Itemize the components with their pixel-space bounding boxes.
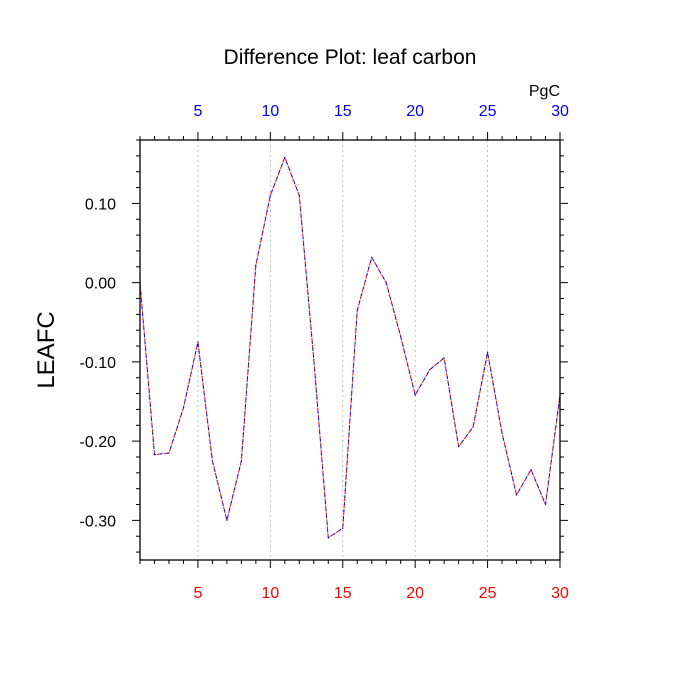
x-tick-label-top: 5: [193, 103, 202, 120]
y-tick-label: 0.00: [85, 276, 116, 293]
vertical-gridlines: [197, 140, 561, 560]
data-point: [501, 432, 503, 434]
data-point: [429, 369, 431, 371]
data-point: [284, 156, 286, 159]
data-point: [226, 519, 228, 521]
plot-frame: [139, 139, 561, 561]
series-line-group: [139, 156, 561, 539]
data-point: [313, 358, 315, 361]
data-point: [458, 446, 460, 448]
x-tick-label-bottom: 25: [479, 585, 497, 602]
axis-ticks: [132, 132, 568, 568]
data-point: [240, 460, 242, 462]
x-tick-label-bottom: 10: [261, 585, 279, 602]
y-tick-label: -0.20: [80, 434, 117, 451]
data-point: [269, 194, 271, 197]
x-tick-label-top: 25: [479, 103, 497, 120]
y-tick-label: -0.30: [80, 513, 117, 530]
x-tick-label-bottom: 20: [406, 585, 424, 602]
data-point: [443, 357, 445, 359]
data-point: [342, 527, 344, 529]
y-tick-label: -0.10: [80, 355, 117, 372]
data-point: [255, 264, 257, 266]
data-point: [544, 503, 547, 506]
axis-tick-labels: 5 5 10 10 15 15 20 20 25 25 30 30 0.10 0.00 -0.10 -0.20…: [80, 103, 569, 602]
data-point: [197, 341, 199, 343]
data-point: [327, 537, 329, 539]
x-tick-label-top: 20: [406, 103, 424, 120]
x-tick-label-top: 30: [551, 103, 569, 120]
y-tick-label: 0.10: [85, 196, 116, 213]
data-point: [182, 407, 185, 409]
data-point: [371, 256, 373, 258]
data-point: [414, 394, 416, 396]
chart-title: Difference Plot: leaf carbon: [224, 46, 477, 69]
data-point: [211, 460, 214, 462]
x-tick-label-bottom: 15: [334, 585, 352, 602]
data-point: [168, 452, 170, 454]
x-tick-label-bottom: 5: [193, 585, 202, 602]
data-point: [153, 454, 156, 456]
units-label: PgC: [529, 83, 560, 100]
x-tick-label-bottom: 30: [551, 585, 569, 602]
series-line-blue: [139, 156, 561, 539]
x-tick-label-top: 10: [261, 103, 279, 120]
data-point: [385, 282, 387, 284]
data-point: [515, 494, 518, 496]
data-point: [400, 335, 402, 338]
data-point: [530, 469, 532, 471]
data-point: [486, 351, 489, 353]
data-point: [472, 426, 474, 428]
series-line-red: [139, 156, 561, 539]
x-tick-label-top: 15: [334, 103, 352, 120]
data-point: [356, 309, 358, 311]
y-axis-label: LEAFC: [33, 311, 60, 388]
data-point: [298, 194, 300, 197]
